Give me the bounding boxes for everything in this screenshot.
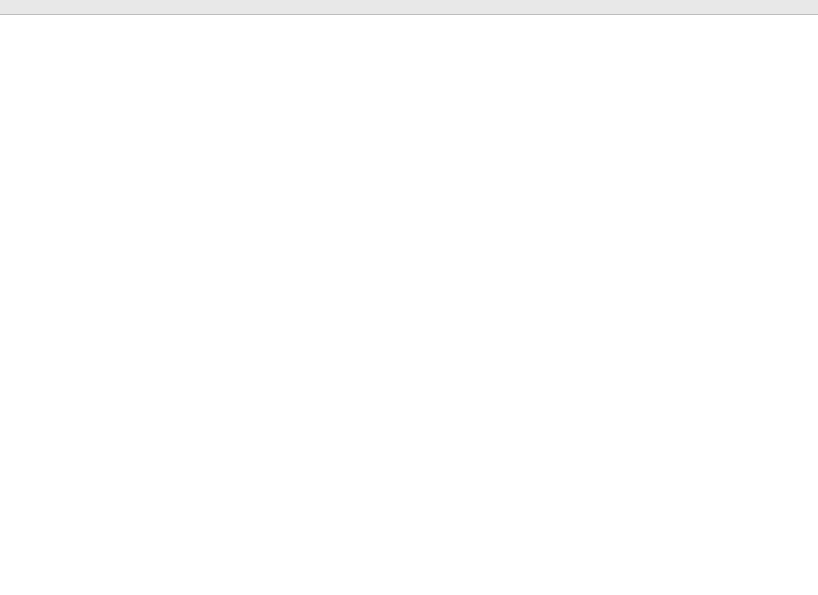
column-header-bar	[0, 0, 818, 15]
